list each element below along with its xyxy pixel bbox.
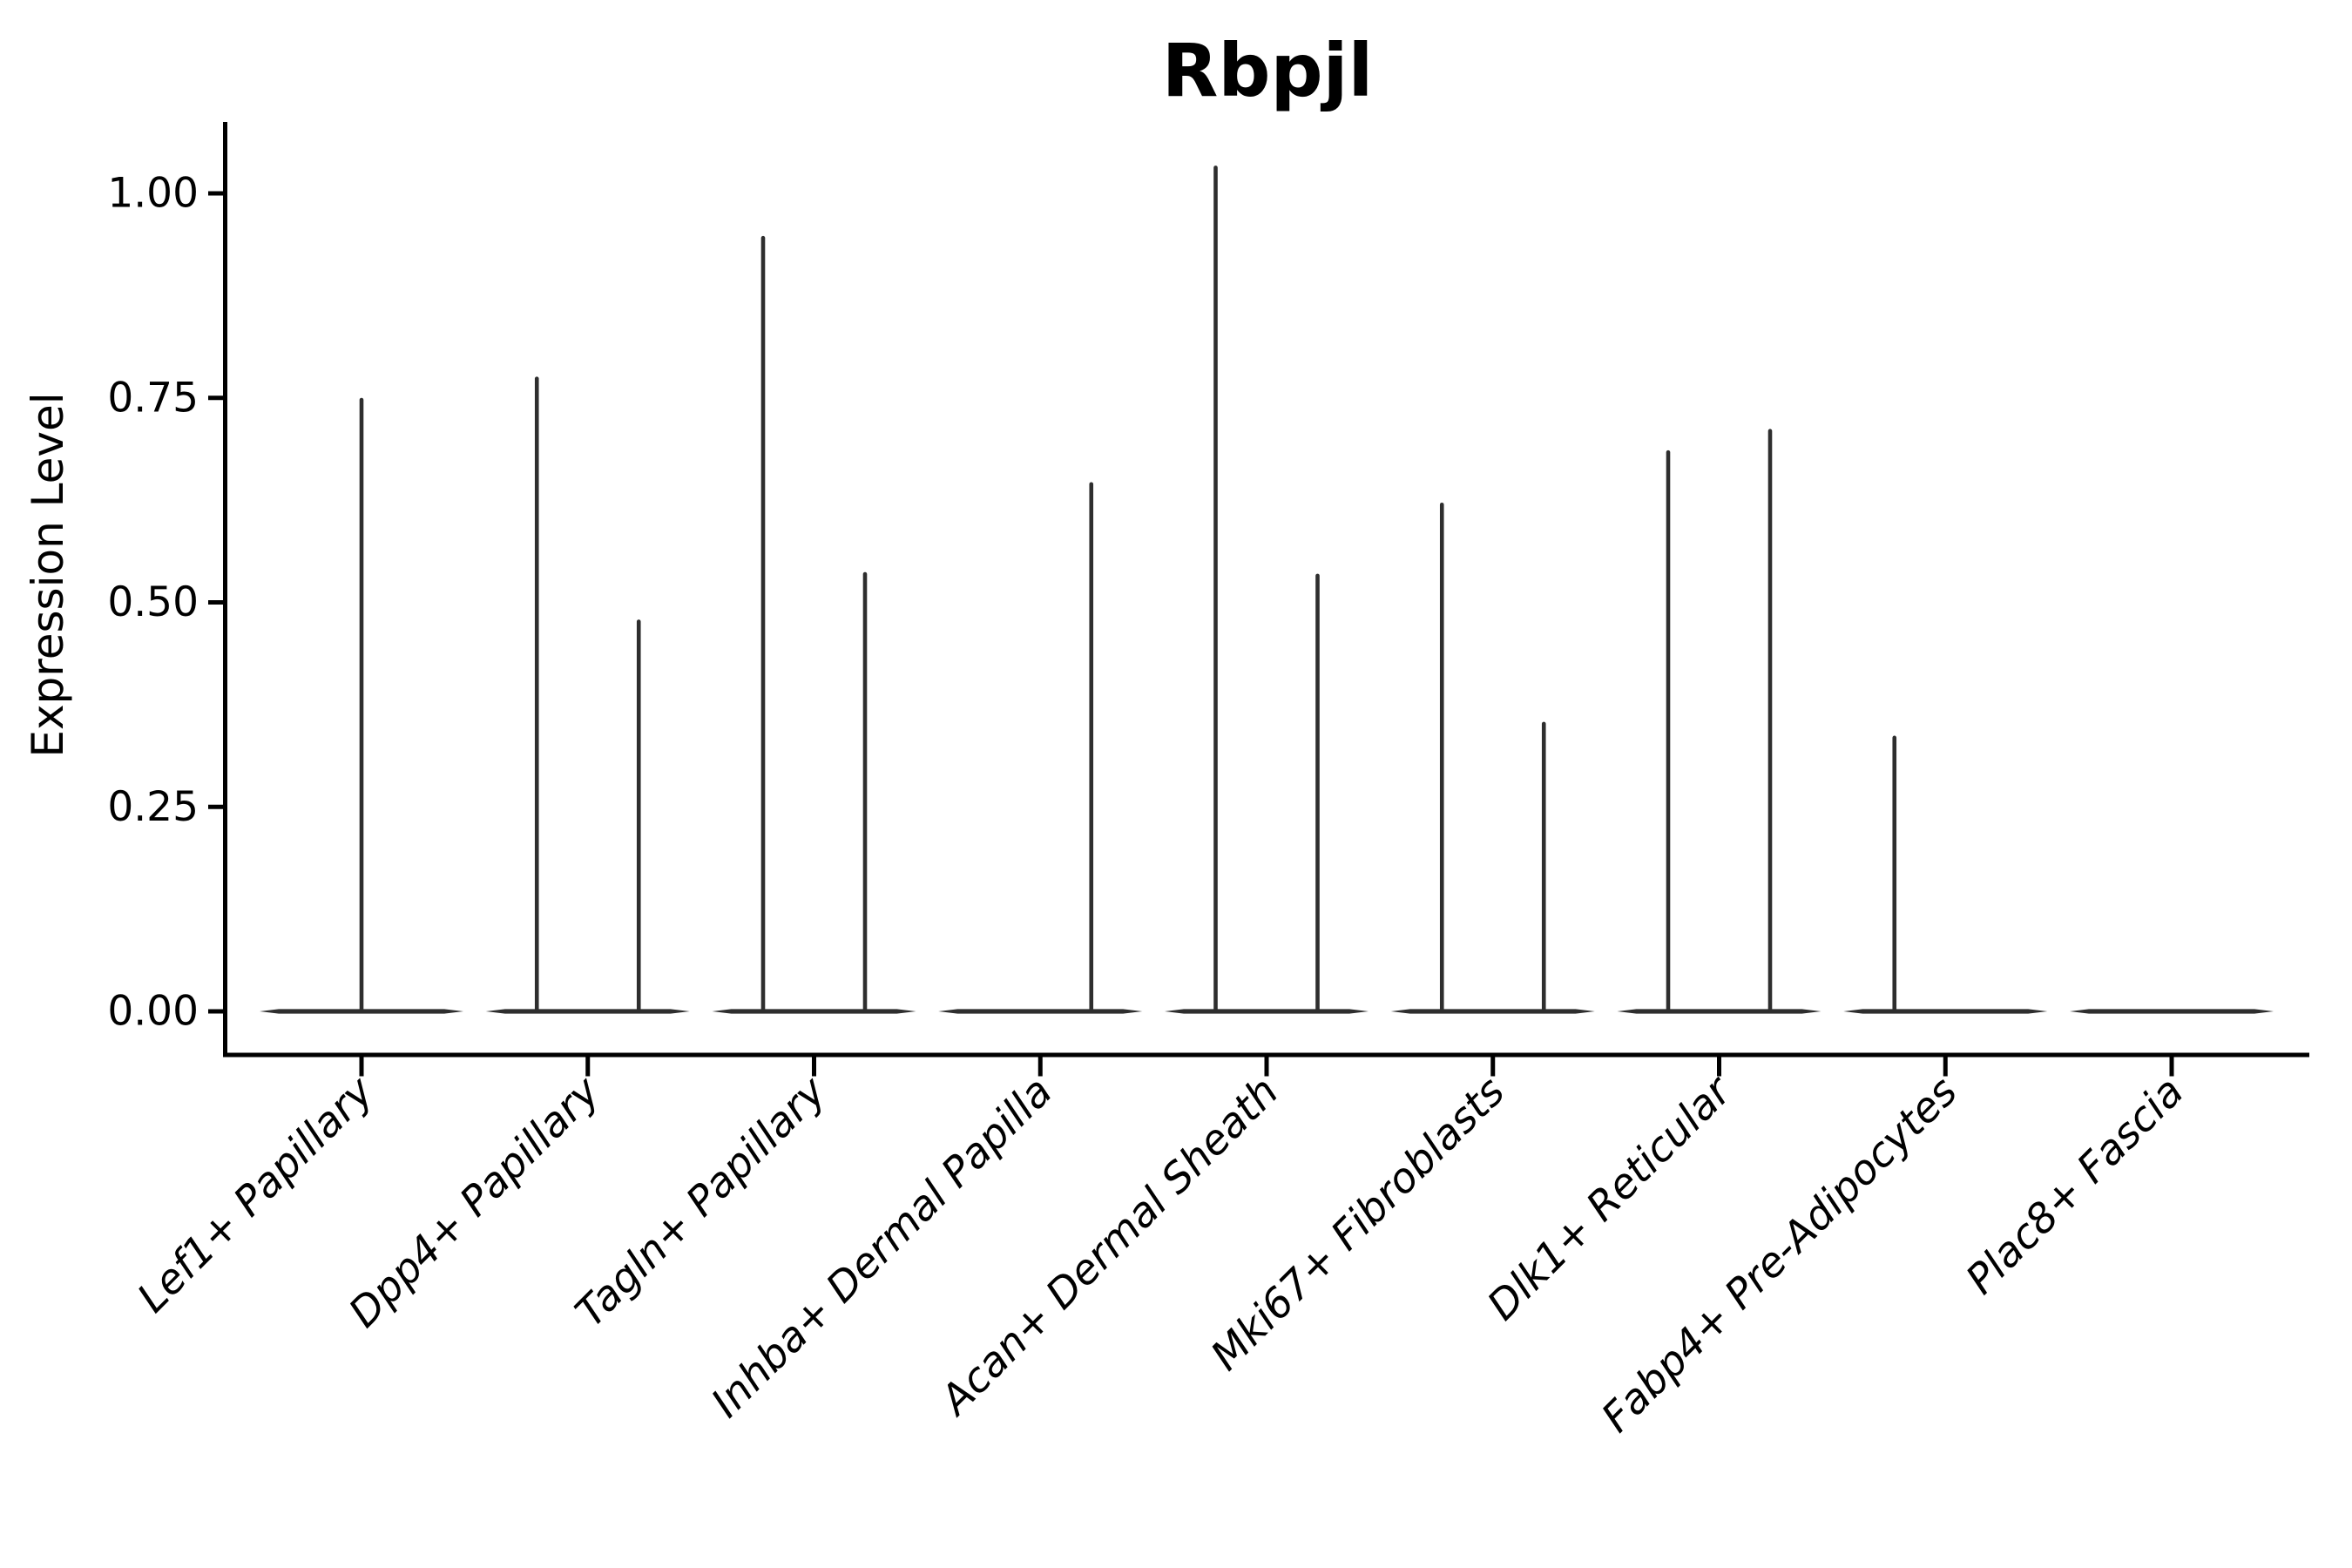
x-tick-label: Tagln+ Papillary (566, 1067, 836, 1337)
violin-group (1617, 429, 1821, 1014)
violin-base (938, 1009, 1143, 1014)
violin-base (1390, 1009, 1595, 1014)
y-tick-label: 0.50 (107, 578, 199, 626)
x-tick-label: Dlk1+ Reticular (1478, 1066, 1742, 1330)
y-tick-label: 1.00 (107, 170, 199, 218)
x-tick-label: Fabp4+ Pre-Adipocytes (1592, 1068, 1966, 1442)
violin-group (712, 235, 916, 1014)
violin-group (1165, 166, 1369, 1014)
violin-group (938, 482, 1143, 1014)
violin-group (2070, 1009, 2274, 1014)
chart-title: Rbpjl (1162, 28, 1374, 113)
y-axis-label: Expression Level (23, 392, 73, 757)
violin-base (2070, 1009, 2274, 1014)
violin-base (485, 1009, 690, 1014)
violin-base (712, 1009, 916, 1014)
y-tick-label: 0.75 (107, 374, 199, 422)
y-tick-label: 0.25 (107, 783, 199, 831)
x-tick-label: Lef1+ Papillary (128, 1067, 383, 1322)
violin-base (1843, 1009, 2048, 1014)
violin-group (485, 376, 690, 1014)
violin-group (260, 397, 463, 1014)
violins (260, 166, 2274, 1014)
x-tick-label: Plac8+ Fascia (1957, 1068, 2193, 1304)
y-axis: 0.00 0.25 0.50 0.75 1.00 (107, 170, 226, 1036)
violin-group (1390, 502, 1595, 1014)
violin-group (1843, 735, 2048, 1014)
axes (223, 122, 2309, 1058)
violin-base (1617, 1009, 1821, 1014)
violin-base (1165, 1009, 1369, 1014)
x-tick-label: Dpp4+ Papillary (340, 1067, 610, 1337)
y-tick-label: 0.00 (107, 988, 199, 1036)
